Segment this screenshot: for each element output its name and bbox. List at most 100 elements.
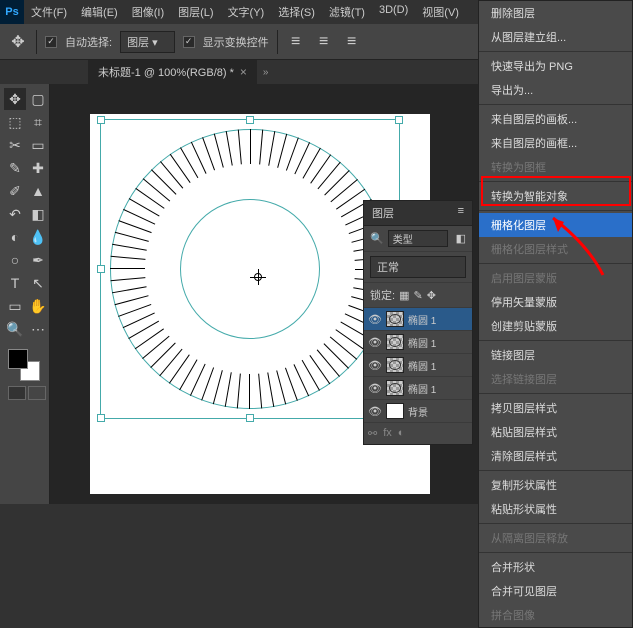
layers-panel: 图层 ≡ 🔍 ◧ 正常 锁定: ▦ ✎ ✥ 👁椭圆 1👁椭圆 1👁椭圆 1👁椭圆… xyxy=(363,200,473,445)
layers-panel-title: 图层 xyxy=(372,205,394,221)
main-menu: 文件(F)编辑(E)图像(I)图层(L)文字(Y)选择(S)滤镜(T)3D(D)… xyxy=(24,4,466,20)
context-menu-item[interactable]: 从图层建立组... xyxy=(479,25,632,49)
show-transform-label: 显示变换控件 xyxy=(203,34,269,50)
shape-tool[interactable]: ▭ xyxy=(4,295,26,317)
layer-item[interactable]: 👁椭圆 1 xyxy=(364,331,472,354)
crop-tool[interactable]: ✂ xyxy=(4,134,26,156)
layer-item[interactable]: 👁椭圆 1 xyxy=(364,354,472,377)
visibility-icon[interactable]: 👁 xyxy=(368,382,382,395)
context-menu-item[interactable]: 删除图层 xyxy=(479,1,632,25)
panel-menu-icon[interactable]: ≡ xyxy=(458,205,464,221)
context-menu-item[interactable]: 链接图层 xyxy=(479,343,632,367)
menu-item[interactable]: 文字(Y) xyxy=(221,4,272,20)
brush-tool[interactable]: ✐ xyxy=(4,180,26,202)
blur-tool[interactable]: 💧 xyxy=(27,226,49,248)
lock-position-icon[interactable]: ✥ xyxy=(427,289,436,302)
context-menu-item: 从隔离图层释放 xyxy=(479,526,632,550)
layer-name: 椭圆 1 xyxy=(408,381,436,396)
layer-filter-input[interactable] xyxy=(388,230,448,247)
visibility-icon[interactable]: 👁 xyxy=(368,313,382,326)
context-menu-item[interactable]: 转换为智能对象 xyxy=(479,184,632,208)
zoom-tool[interactable]: 🔍 xyxy=(4,318,26,340)
screenmode-icon[interactable] xyxy=(28,386,46,400)
lock-transparency-icon[interactable]: ▦ xyxy=(399,289,409,302)
context-menu-item: 栅格化图层样式 xyxy=(479,237,632,261)
visibility-icon[interactable]: 👁 xyxy=(368,405,382,418)
gradient-tool[interactable]: ◐ xyxy=(4,226,26,248)
menu-item[interactable]: 图层(L) xyxy=(171,4,220,20)
fg-color[interactable] xyxy=(8,349,28,369)
menu-item[interactable]: 视图(V) xyxy=(415,4,466,20)
blend-mode-dropdown[interactable]: 正常 xyxy=(370,256,466,278)
menu-item[interactable]: 3D(D) xyxy=(372,4,415,20)
layer-name: 背景 xyxy=(408,404,428,419)
edit-toolbar[interactable]: ⋯ xyxy=(27,318,49,340)
frame-tool[interactable]: ▭ xyxy=(27,134,49,156)
close-icon[interactable]: × xyxy=(240,65,247,79)
visibility-icon[interactable]: 👁 xyxy=(368,359,382,372)
auto-select-checkbox[interactable]: ✓ xyxy=(45,36,57,48)
type-tool[interactable]: T xyxy=(4,272,26,294)
history-brush-tool[interactable]: ↶ xyxy=(4,203,26,225)
layer-thumb xyxy=(386,334,404,350)
transform-center-icon xyxy=(250,269,266,285)
artboard-tool[interactable]: ▢ xyxy=(27,88,49,110)
menu-item[interactable]: 图像(I) xyxy=(125,4,171,20)
expand-tabs-icon[interactable]: » xyxy=(257,67,275,78)
context-menu-item[interactable]: 拷贝图层样式 xyxy=(479,396,632,420)
context-menu-item[interactable]: 清除图层样式 xyxy=(479,444,632,468)
layer-mask-icon[interactable]: ◐ xyxy=(398,427,405,440)
document-title: 未标题-1 @ 100%(RGB/8) * xyxy=(98,64,234,80)
app-logo: Ps xyxy=(0,0,24,24)
link-layers-icon[interactable]: ⚯ xyxy=(368,427,377,440)
context-menu-item[interactable]: 粘贴图层样式 xyxy=(479,420,632,444)
lock-pixels-icon[interactable]: ✎ xyxy=(413,289,422,302)
quickmask-icon[interactable] xyxy=(8,386,26,400)
layer-dropdown[interactable]: 图层 ▾ xyxy=(120,31,175,53)
context-menu-item[interactable]: 快速导出为 PNG xyxy=(479,54,632,78)
show-transform-checkbox[interactable]: ✓ xyxy=(183,36,195,48)
layer-item[interactable]: 👁 椭圆 1 xyxy=(364,377,472,400)
dodge-tool[interactable]: ○ xyxy=(4,249,26,271)
align-icon[interactable]: ≡ xyxy=(342,32,362,52)
eyedropper-tool[interactable]: ✎ xyxy=(4,157,26,179)
context-menu-item[interactable]: 合并形状 xyxy=(479,555,632,579)
context-menu-item[interactable]: 来自图层的画框... xyxy=(479,131,632,155)
color-swatches[interactable] xyxy=(8,349,40,381)
marquee-tool[interactable]: ⬚ xyxy=(4,111,26,133)
context-menu-item[interactable]: 创建剪贴蒙版 xyxy=(479,314,632,338)
context-menu-item[interactable]: 停用矢量蒙版 xyxy=(479,290,632,314)
context-menu-item[interactable]: 栅格化图层 xyxy=(479,213,632,237)
path-tool[interactable]: ↖ xyxy=(27,272,49,294)
layer-thumb xyxy=(386,311,404,327)
menu-item[interactable]: 选择(S) xyxy=(271,4,322,20)
move-tool[interactable]: ✥ xyxy=(4,88,26,110)
search-icon[interactable]: 🔍 xyxy=(370,232,384,245)
pen-tool[interactable]: ✒ xyxy=(27,249,49,271)
align-icon[interactable]: ≡ xyxy=(286,32,306,52)
menu-item[interactable]: 编辑(E) xyxy=(74,4,125,20)
layer-item[interactable]: 👁椭圆 1 xyxy=(364,308,472,331)
panel-tab[interactable]: 图层 ≡ xyxy=(364,201,472,226)
context-menu-item[interactable]: 复制形状属性 xyxy=(479,473,632,497)
menu-item[interactable]: 滤镜(T) xyxy=(322,4,372,20)
context-menu-item[interactable]: 来自图层的画板... xyxy=(479,107,632,131)
stamp-tool[interactable]: ▲ xyxy=(27,180,49,202)
layer-item[interactable]: 👁 背景 xyxy=(364,400,472,423)
healing-tool[interactable]: ✚ xyxy=(27,157,49,179)
layer-list: 👁椭圆 1👁椭圆 1👁椭圆 1👁椭圆 1👁背景 xyxy=(364,308,472,423)
menu-item[interactable]: 文件(F) xyxy=(24,4,74,20)
context-menu-item: 启用图层蒙版 xyxy=(479,266,632,290)
align-icon[interactable]: ≡ xyxy=(314,32,334,52)
document-tab[interactable]: 未标题-1 @ 100%(RGB/8) * × xyxy=(88,60,257,84)
layer-fx-icon[interactable]: fx xyxy=(383,427,392,440)
context-menu-item[interactable]: 合并可见图层 xyxy=(479,579,632,603)
filter-icon[interactable]: ◧ xyxy=(456,232,466,245)
eraser-tool[interactable]: ◧ xyxy=(27,203,49,225)
context-menu-item[interactable]: 导出为... xyxy=(479,78,632,102)
context-menu-item[interactable]: 粘贴形状属性 xyxy=(479,497,632,521)
layer-thumb xyxy=(386,357,404,373)
lasso-tool[interactable]: ⌗ xyxy=(27,111,49,133)
visibility-icon[interactable]: 👁 xyxy=(368,336,382,349)
hand-tool[interactable]: ✋ xyxy=(27,295,49,317)
